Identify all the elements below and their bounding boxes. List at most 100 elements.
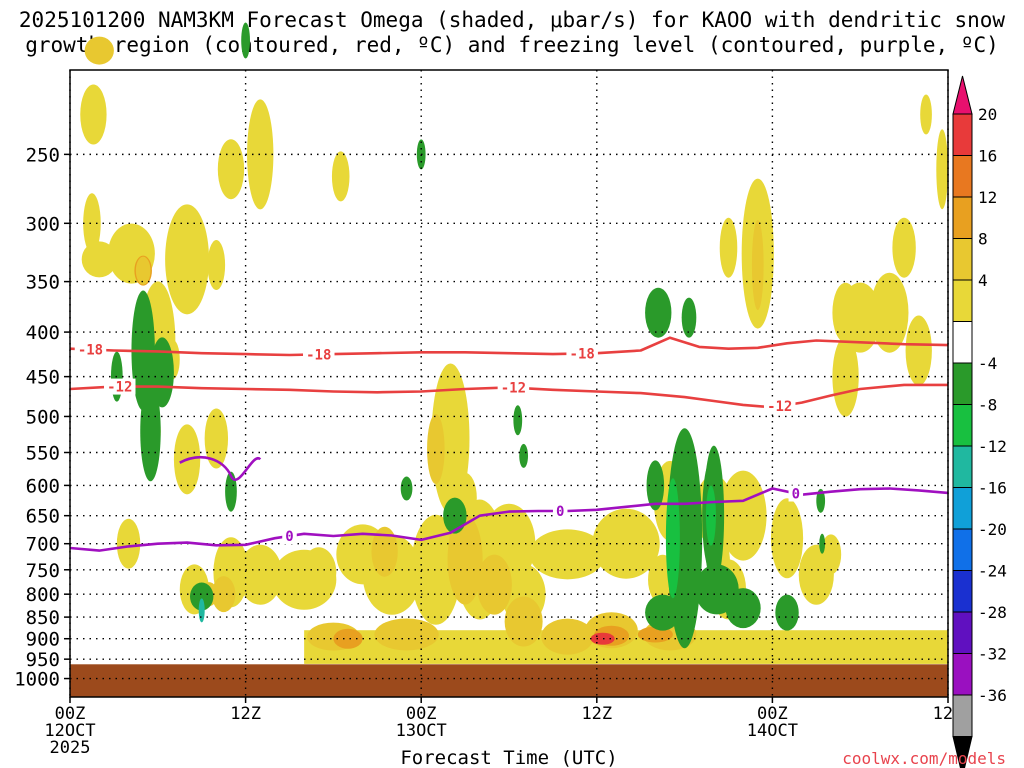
axes-layer: 2503003504004505005506006507007508008509… xyxy=(14,69,963,758)
contour-label-bg-dgz-minus18-1 xyxy=(74,341,107,358)
contour-dgz-minus12 xyxy=(69,383,948,409)
colorbar-swatch-5 xyxy=(952,279,973,322)
omega-area-42 xyxy=(892,217,916,278)
y-tick-label-500: 500 xyxy=(26,406,60,428)
omega-area-2 xyxy=(83,193,101,254)
x-tick-label-0-1: 00Z xyxy=(55,704,86,724)
colorbar-label-13: -32 xyxy=(978,645,1007,664)
omega-strong-5 xyxy=(427,414,445,485)
omega-ascent-24 xyxy=(150,337,174,408)
y-tick-label-850: 850 xyxy=(26,607,60,629)
omega-ascent-16 xyxy=(645,594,681,631)
contour-label-dgz-minus18-2: -18 xyxy=(306,347,331,363)
y-tick-label-600: 600 xyxy=(26,475,60,497)
y-tick-label-350: 350 xyxy=(26,272,60,294)
omega-ascent-strong-2 xyxy=(705,485,716,546)
contour-label-freezing-level-2: 0 xyxy=(556,504,564,520)
omega-ascent-23 xyxy=(819,533,826,554)
colorbar-label-14: -36 xyxy=(978,686,1007,705)
omega-strong-7 xyxy=(476,554,512,615)
omega-ascent-10 xyxy=(513,405,523,436)
y-tick-label-700: 700 xyxy=(26,534,60,556)
contour-label-dgz-minus18-3: -18 xyxy=(570,347,595,363)
contour-label-dgz-minus12-3: -12 xyxy=(767,399,792,415)
x-tick-label-24-1: 00Z xyxy=(406,704,437,724)
x-tick-label-24-2: 13OCT xyxy=(396,721,447,741)
omega-ascent-4 xyxy=(189,582,214,611)
contour-label-dgz-minus18-1: -18 xyxy=(78,343,103,359)
y-tick-label-750: 750 xyxy=(26,560,60,582)
colorbar-swatch-15 xyxy=(952,694,973,737)
colorbar-swatch-2 xyxy=(952,155,973,198)
omega-strong-10 xyxy=(504,596,543,647)
colorbar-swatch-11 xyxy=(952,528,973,571)
y-tick-label-1000: 1000 xyxy=(14,669,60,691)
chart-title-line-2: growth region (contoured, red, ºC) and f… xyxy=(25,33,999,57)
colorbar-label-11: -24 xyxy=(978,562,1007,581)
omega-strong-1 xyxy=(84,36,114,65)
omega-area-23 xyxy=(410,514,461,625)
omega-strong-11 xyxy=(541,618,594,655)
omega-area-28 xyxy=(592,508,660,579)
contour-label-bg-dgz-minus12-1 xyxy=(104,378,136,395)
y-tick-label-300: 300 xyxy=(26,213,60,235)
colorbar-swatch-7 xyxy=(952,362,973,405)
contour-label-bg-dgz-minus18-3 xyxy=(566,345,598,362)
colorbar-swatch-6 xyxy=(952,321,973,364)
x-tick-label-0-2: 12OCT xyxy=(44,721,95,741)
y-tick-label-400: 400 xyxy=(26,322,60,344)
omega-strong-14 xyxy=(751,220,764,311)
contour-freezing-loop xyxy=(179,455,262,481)
omega-strong-18 xyxy=(449,523,467,564)
colorbar-swatch-9 xyxy=(952,445,973,488)
omega-area-10 xyxy=(247,99,274,210)
omega-area-9 xyxy=(217,139,245,200)
colorbar-swatch-12 xyxy=(952,570,973,613)
y-tick-label-950: 950 xyxy=(26,649,60,671)
y-tick-label-250: 250 xyxy=(26,144,60,166)
omega-max-core xyxy=(590,632,615,645)
omega-ascent-strong-3 xyxy=(198,598,205,623)
contour-label-dgz-minus12-1: -12 xyxy=(107,380,132,396)
y-tick-label-450: 450 xyxy=(26,367,60,389)
omega-area-34 xyxy=(770,498,804,579)
omega-area-39 xyxy=(839,282,881,353)
contour-label-bg-dgz-minus18-2 xyxy=(303,346,335,363)
colorbar-label-5: 4 xyxy=(978,271,988,290)
y-tick-label-650: 650 xyxy=(26,506,60,528)
colorbar-label-10: -20 xyxy=(978,520,1007,539)
plot-frame xyxy=(69,69,949,698)
omega-area-43 xyxy=(936,129,948,210)
omega-strong-2 xyxy=(135,256,151,285)
colorbar-label-6: -4 xyxy=(978,354,997,373)
omega-ascent-2 xyxy=(140,381,161,482)
omega-ascent-strong-1 xyxy=(665,478,680,599)
colorbar-label-12: -28 xyxy=(978,603,1007,622)
x-tick-label-12-1: 12Z xyxy=(230,704,261,724)
omega-area-31 xyxy=(719,217,738,278)
colorbar-swatch-4 xyxy=(952,238,973,281)
colorbar-label-2: 16 xyxy=(978,147,997,166)
omega-area-44 xyxy=(920,94,932,135)
omega-area-38 xyxy=(832,336,859,417)
contour-label-bg-dgz-minus12-3 xyxy=(763,398,796,415)
omega-area-36 xyxy=(820,534,842,575)
x-tick-label-0-3: 2025 xyxy=(50,738,91,758)
credit-link[interactable]: coolwx.com/models xyxy=(842,749,1006,768)
contour-label-freezing-level-3: 0 xyxy=(792,487,800,503)
omega-shading-layer xyxy=(80,22,949,664)
colorbar-swatch-10 xyxy=(952,487,973,530)
omega-area-8 xyxy=(207,240,226,291)
contour-label-bg-freezing-level-3 xyxy=(788,485,804,502)
ground-layer xyxy=(70,664,948,697)
omega-strong-4 xyxy=(371,526,398,577)
omega-ascent-8 xyxy=(400,476,413,501)
colorbar-label-3: 12 xyxy=(978,188,997,207)
omega-area-1 xyxy=(80,84,107,145)
colorbar-label-8: -12 xyxy=(978,437,1007,456)
omega-area-19 xyxy=(238,544,283,605)
colorbar-label-9: -16 xyxy=(978,479,1007,498)
omega-ascent-11 xyxy=(519,443,529,468)
omega-ascent-5 xyxy=(241,22,250,59)
